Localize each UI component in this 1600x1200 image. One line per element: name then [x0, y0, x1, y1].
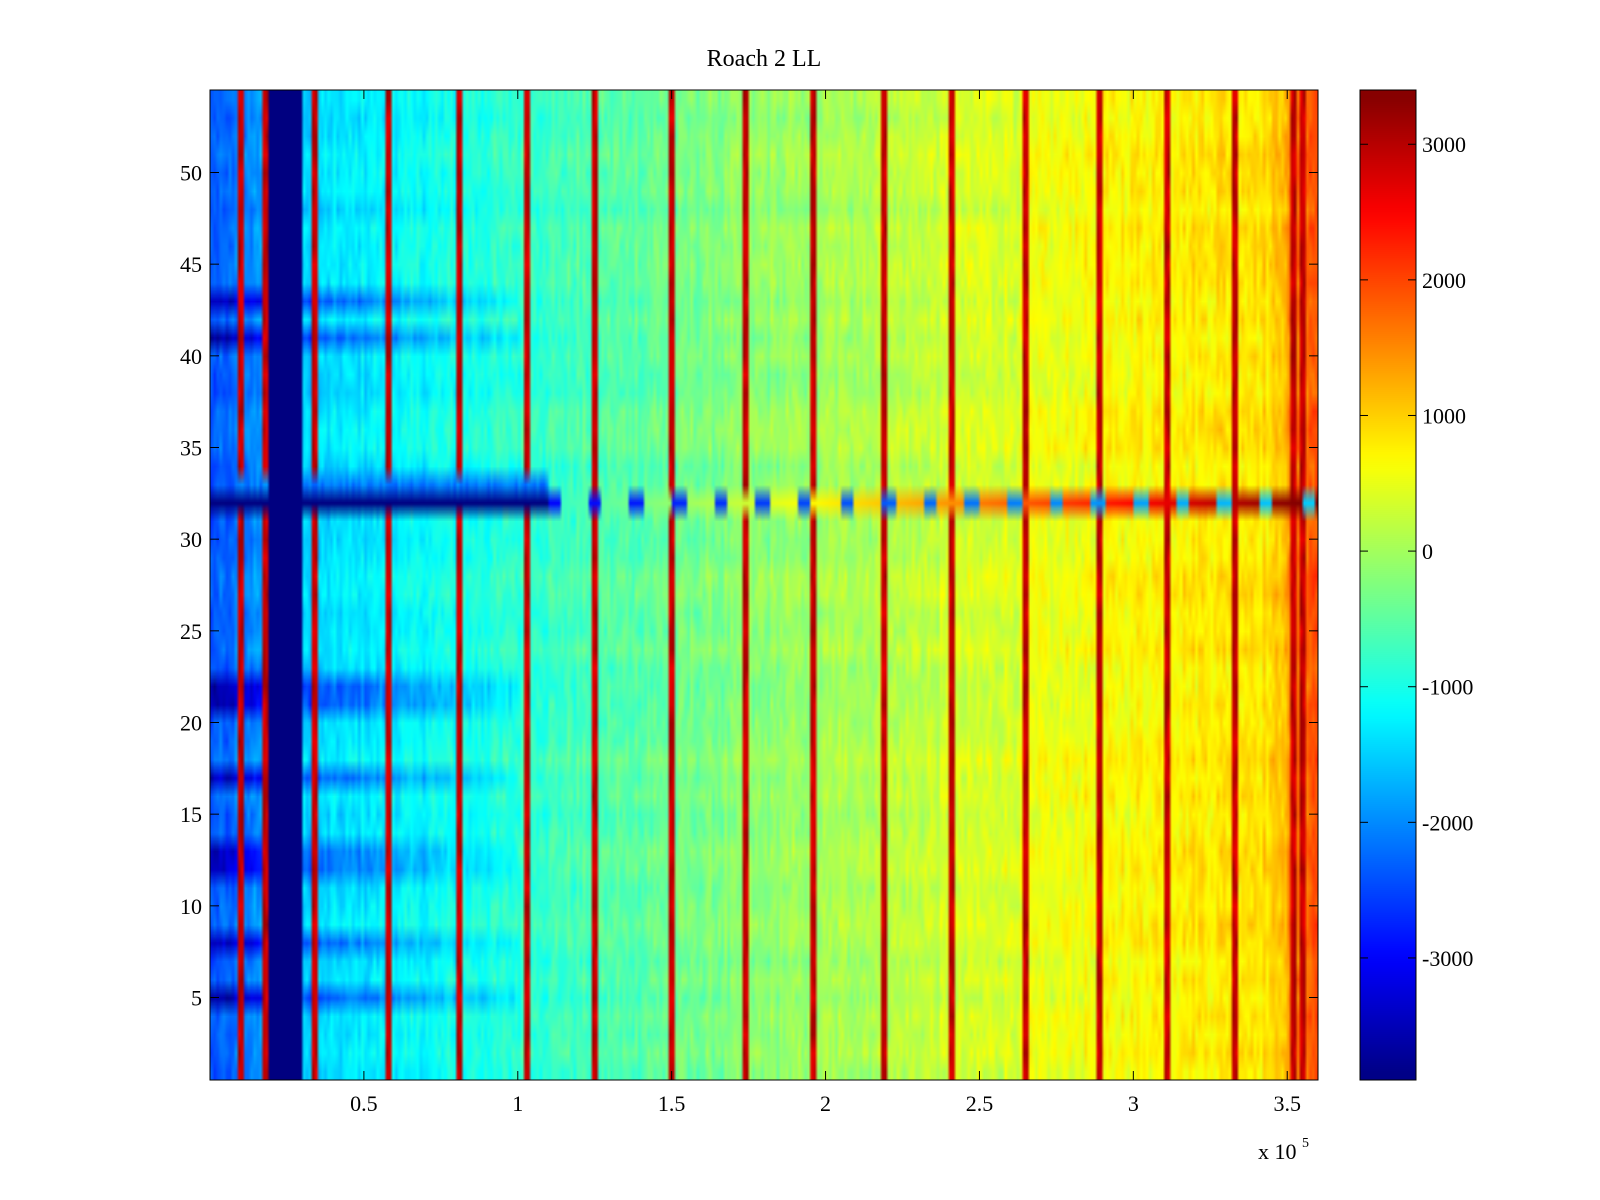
x-tick-label: 3.5 — [1273, 1091, 1301, 1116]
y-tick-label: 30 — [180, 527, 202, 552]
chart-title: Roach 2 LL — [707, 46, 822, 72]
colorbar-tick-label: -3000 — [1422, 946, 1473, 971]
y-tick-label: 20 — [180, 711, 202, 736]
colorbar-axis: 3000 2000 1000 0 -1000 -2000 -3000 — [1360, 132, 1473, 971]
colorbar-tick-label: -1000 — [1422, 675, 1473, 700]
y-tick-label: 35 — [180, 436, 202, 461]
x-tick-label: 2.5 — [966, 1091, 994, 1116]
y-tick-label: 40 — [180, 344, 202, 369]
colorbar-tick-label: 0 — [1422, 539, 1433, 564]
x-exponent-label: x 10 — [1258, 1139, 1297, 1164]
colorbar-tick-label: 2000 — [1422, 268, 1466, 293]
x-tick-label: 1 — [512, 1091, 523, 1116]
axes-box — [209, 89, 1319, 1081]
colorbar-tick-label: 1000 — [1422, 403, 1466, 428]
y-tick-label: 45 — [180, 252, 202, 277]
y-tick-label: 10 — [180, 894, 202, 919]
y-tick-label: 25 — [180, 619, 202, 644]
colorbar: 3000 2000 1000 0 -1000 -2000 -3000 — [1359, 89, 1473, 1081]
x-tick-label: 2 — [820, 1091, 831, 1116]
colorbar-tick-label: -2000 — [1422, 810, 1473, 835]
y-tick-label: 15 — [180, 802, 202, 827]
colorbar-gradient — [1360, 90, 1416, 1080]
y-axis: 5 10 15 20 25 30 35 40 45 50 — [180, 161, 1318, 1011]
x-axis: 0.5 1 1.5 2 2.5 3 3.5 — [350, 90, 1301, 1116]
x-exponent: x 10 5 — [1258, 1136, 1309, 1164]
y-tick-label: 50 — [180, 161, 202, 186]
x-tick-label: 1.5 — [658, 1091, 686, 1116]
heatmap-cells — [210, 90, 1318, 1080]
x-exponent-power: 5 — [1302, 1136, 1309, 1151]
colorbar-tick-label: 3000 — [1422, 132, 1466, 157]
y-tick-label: 5 — [191, 986, 202, 1011]
plot-area — [209, 89, 1319, 1081]
x-tick-label: 3 — [1128, 1091, 1139, 1116]
colorbar-box — [1359, 89, 1417, 1081]
x-tick-label: 0.5 — [350, 1091, 378, 1116]
